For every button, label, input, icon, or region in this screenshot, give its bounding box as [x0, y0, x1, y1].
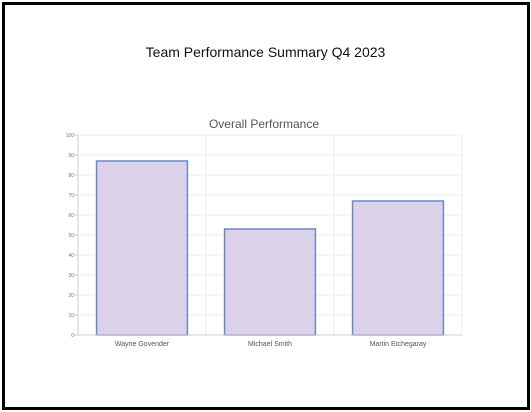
- y-tick-label: 100: [66, 133, 75, 139]
- bar: [351, 200, 445, 336]
- y-tick-label: 80: [68, 173, 74, 179]
- y-tick-label: 10: [68, 313, 74, 319]
- y-tick-label: 30: [68, 273, 74, 279]
- y-tick-label: 20: [68, 293, 74, 299]
- x-tick-label: Wayne Govender: [115, 341, 170, 348]
- y-tick-label: 70: [68, 193, 74, 199]
- chart-title: Overall Performance: [209, 117, 319, 131]
- bars: [95, 160, 445, 336]
- y-tick-label: 0: [71, 333, 74, 339]
- y-tick-label: 40: [68, 253, 74, 259]
- x-tick-label: Martin Etchegaray: [370, 341, 427, 348]
- bar: [95, 160, 189, 336]
- y-tick-label: 50: [68, 233, 74, 239]
- bar: [223, 228, 317, 336]
- axes: [74, 134, 462, 336]
- page-title: Team Performance Summary Q4 2023: [145, 44, 386, 60]
- y-tick-label: 90: [68, 153, 74, 159]
- labels: 0 10 20 30 40 50 60 70 80 90 100 Wayne Govender Mich…: [66, 133, 427, 348]
- y-tick-label: 60: [68, 213, 74, 219]
- x-tick-label: Michael Smith: [248, 341, 292, 348]
